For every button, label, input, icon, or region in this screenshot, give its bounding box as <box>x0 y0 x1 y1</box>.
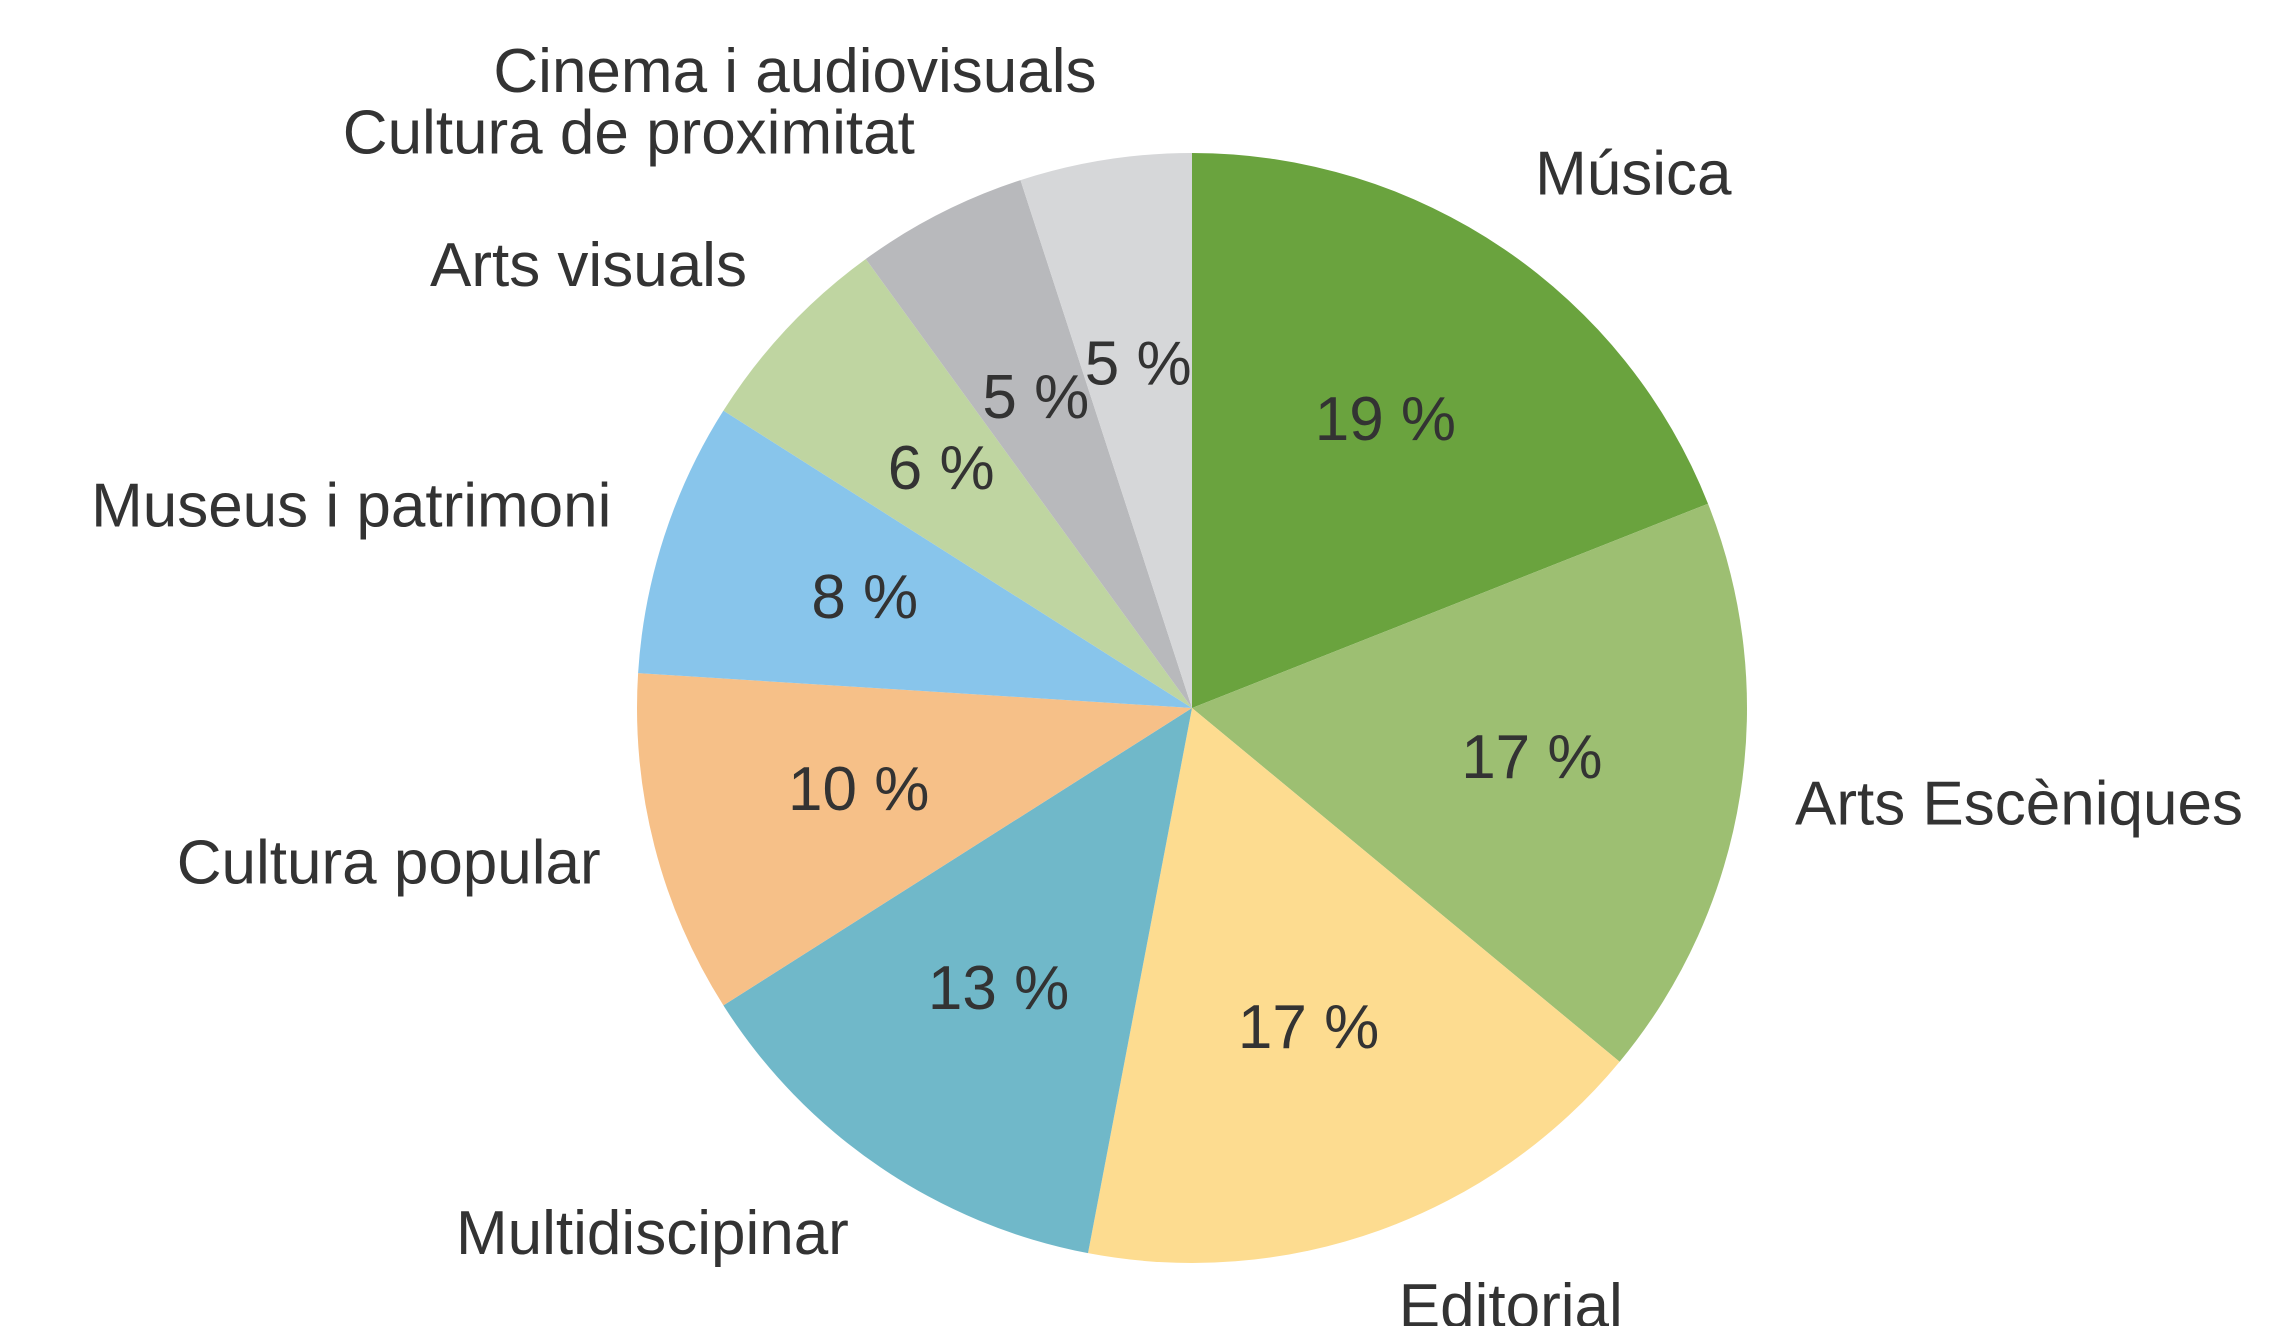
pie-slice <box>1192 153 1709 708</box>
category-label: Cinema i audiovisuals <box>493 37 1096 106</box>
value-label: 10 % <box>788 755 929 824</box>
category-label: Arts visuals <box>430 231 747 300</box>
value-label: 19 % <box>1315 385 1456 454</box>
value-label: 8 % <box>811 563 918 632</box>
pie-slice <box>1088 708 1620 1263</box>
value-label: 13 % <box>928 954 1069 1023</box>
value-label: 6 % <box>888 434 995 503</box>
value-label: 17 % <box>1461 723 1602 792</box>
category-label: Cultura de proximitat <box>343 99 915 168</box>
value-label: 5 % <box>1085 330 1192 399</box>
category-label: Multidiscipinar <box>456 1199 849 1268</box>
pie-slice <box>723 258 1192 708</box>
category-label: Cultura popular <box>177 829 601 898</box>
category-label: Museus i patrimoni <box>91 471 611 540</box>
pie-slice <box>723 708 1192 1254</box>
category-label: Música <box>1535 140 1732 209</box>
category-label: Editorial <box>1399 1272 1623 1326</box>
pie-slice <box>638 410 1192 708</box>
value-label: 5 % <box>982 363 1089 432</box>
value-label: 17 % <box>1238 993 1379 1062</box>
pie-slice <box>1192 503 1748 1062</box>
pie-slice <box>865 180 1192 708</box>
pie-slice <box>1020 153 1192 708</box>
category-label: Arts Escèniques <box>1795 770 2243 839</box>
pie-slice <box>637 673 1192 1006</box>
